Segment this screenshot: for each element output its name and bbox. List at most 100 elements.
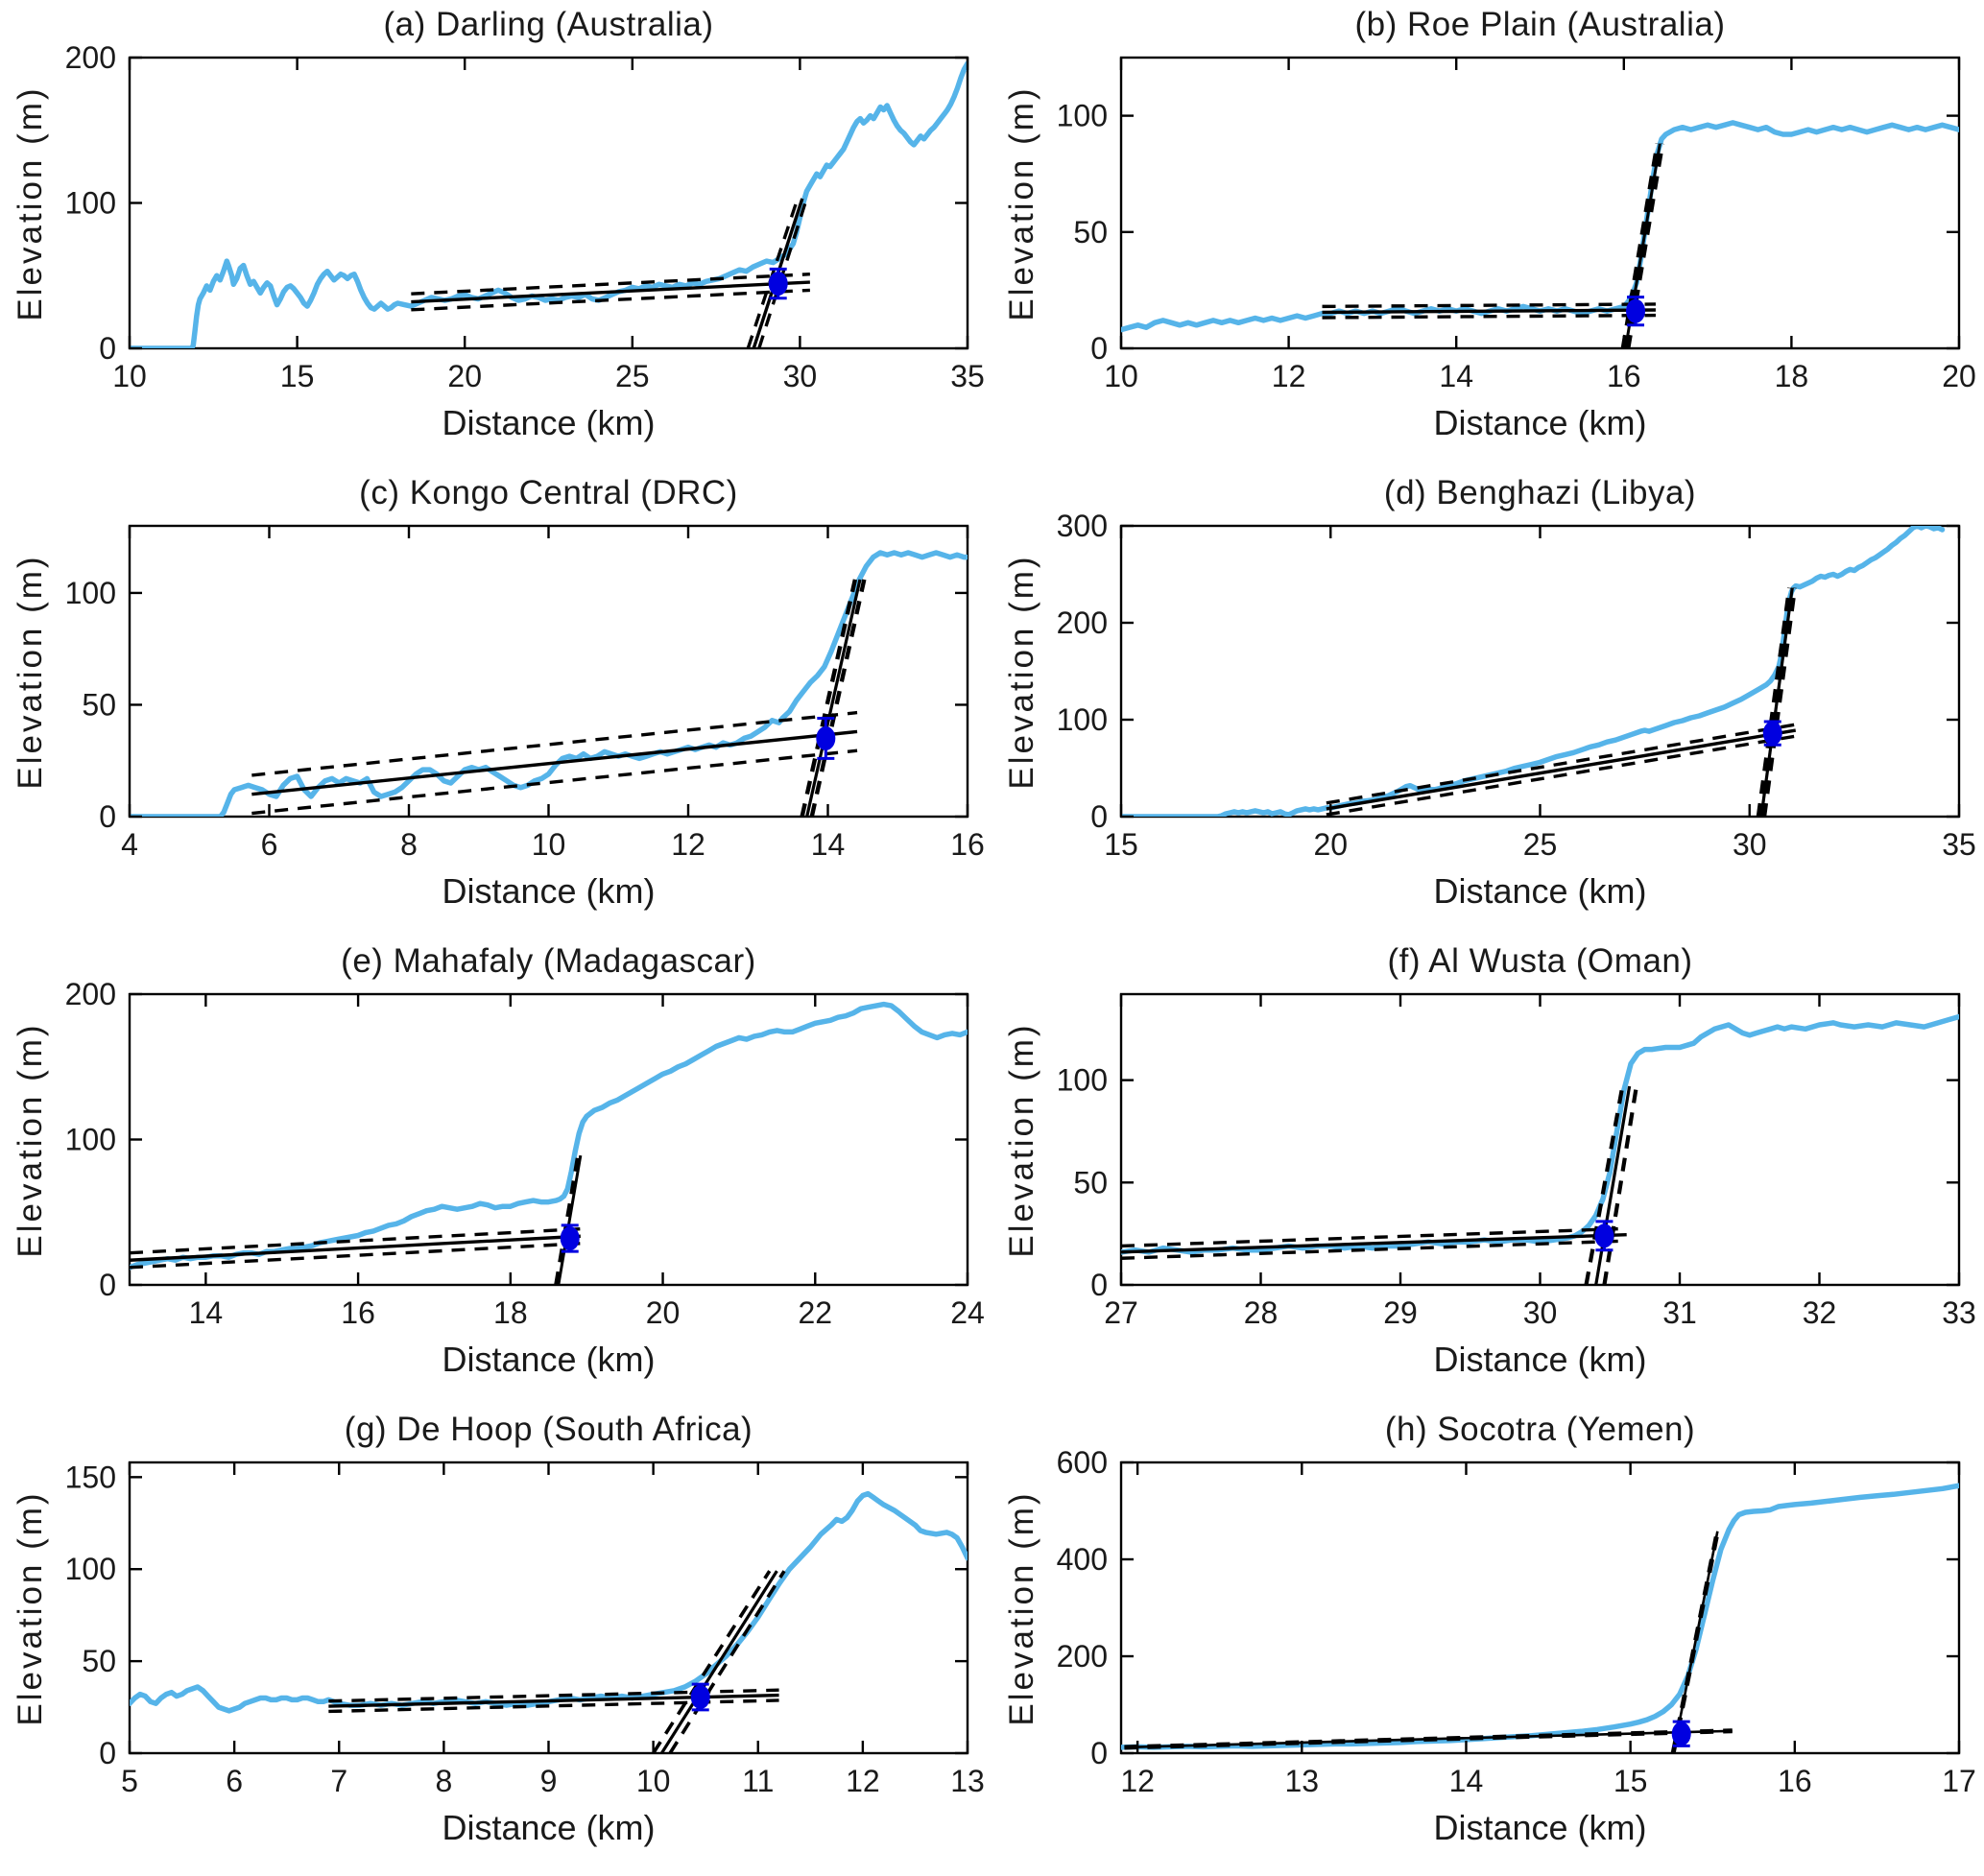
y-tick-label: 600 <box>1057 1447 1108 1480</box>
regression-line <box>660 1570 778 1753</box>
plot-area: 27 28 29 30 31 32 33 0 50 100 <box>1057 992 1976 1330</box>
panel-a: (a) Darling (Australia) Elevation (m) 10… <box>0 0 992 468</box>
elevation-profile-line <box>130 60 968 348</box>
panel-b: (b) Roe Plain (Australia) Elevation (m) … <box>992 0 1984 468</box>
confidence-line <box>800 579 858 817</box>
elevation-profile-line <box>130 1001 968 1270</box>
y-tick-label: 200 <box>1057 606 1108 640</box>
y-tick-label: 100 <box>65 576 116 610</box>
confidence-line <box>251 748 858 816</box>
x-tick-label: 31 <box>1662 1295 1697 1330</box>
confidence-line <box>1121 1239 1627 1260</box>
x-tick-label: 22 <box>798 1295 832 1330</box>
y-tick-label: 50 <box>1073 215 1108 249</box>
y-tick-label: 400 <box>1057 1542 1108 1577</box>
breakpoint-marker <box>560 1226 580 1251</box>
x-tick-label: 20 <box>646 1295 681 1330</box>
breakpoint-marker <box>1626 298 1646 323</box>
confidence-line <box>652 1570 772 1753</box>
axes-box <box>128 992 969 1287</box>
confidence-line <box>411 273 810 296</box>
elevation-profile-line <box>130 550 968 817</box>
confidence-line <box>1124 1728 1733 1750</box>
panel-d: (d) Benghazi (Libya) Elevation (m) 15 20 2… <box>992 468 1984 937</box>
axes-box <box>128 56 969 350</box>
elevation-profile-line <box>1121 120 1959 333</box>
y-tick-label: 0 <box>99 1736 116 1770</box>
x-tick-label: 10 <box>112 359 147 393</box>
y-tick-label: 50 <box>82 1644 116 1678</box>
confidence-line <box>1584 1085 1625 1285</box>
confidence-line <box>809 579 867 817</box>
y-tick-label: 0 <box>1090 331 1108 366</box>
plot-area: 10 15 20 25 30 35 0 100 200 <box>65 42 985 393</box>
plot-area: 10 12 14 16 18 20 0 50 100 <box>1057 56 1976 393</box>
confidence-line <box>251 710 858 777</box>
x-tick-label: 8 <box>400 827 418 862</box>
panel-title: (g) De Hoop (South Africa) <box>344 1411 753 1448</box>
x-tick-label: 18 <box>493 1295 528 1330</box>
confidence-line <box>1322 313 1656 320</box>
x-tick-label: 14 <box>189 1295 224 1330</box>
x-tick-label: 15 <box>1613 1764 1648 1798</box>
y-tick-label: 150 <box>65 1460 116 1494</box>
plot-area: 14 16 18 20 22 24 0 100 200 <box>65 979 985 1330</box>
x-axis-label: Distance (km) <box>442 871 656 911</box>
x-axis-label: Distance (km) <box>442 403 656 442</box>
confidence-line <box>411 288 810 312</box>
panel-h: (h) Socotra (Yemen) Elevation (m) 12 13 14… <box>992 1405 1984 1873</box>
x-axis-label: Distance (km) <box>1433 1340 1647 1379</box>
x-tick-label: 14 <box>811 827 846 862</box>
y-tick-label: 0 <box>99 1268 116 1302</box>
y-tick-label: 100 <box>1057 702 1108 737</box>
x-tick-label: 12 <box>1120 1764 1155 1798</box>
x-tick-label: 30 <box>783 359 818 393</box>
x-tick-label: 6 <box>261 827 278 862</box>
x-tick-label: 29 <box>1383 1295 1418 1330</box>
x-tick-label: 13 <box>950 1764 985 1798</box>
panel-title: (a) Darling (Australia) <box>383 6 714 43</box>
regression-line <box>130 1234 581 1262</box>
x-tick-label: 4 <box>121 827 138 862</box>
x-tick-label: 12 <box>846 1764 880 1798</box>
regression-line <box>1759 587 1794 817</box>
y-tick-label: 100 <box>1057 1063 1108 1098</box>
elevation-profile-line <box>1121 526 1946 817</box>
x-tick-label: 16 <box>1778 1764 1812 1798</box>
x-axis-label: Distance (km) <box>1433 871 1647 911</box>
axes-box <box>128 1460 969 1755</box>
panel-title: (f) Al Wusta (Oman) <box>1387 942 1693 980</box>
y-tick-label: 0 <box>1090 1736 1108 1770</box>
x-tick-label: 14 <box>1449 1764 1484 1798</box>
confidence-line <box>1756 587 1792 817</box>
confidence-line <box>554 1154 581 1285</box>
x-tick-label: 15 <box>280 359 315 393</box>
x-tick-label: 32 <box>1803 1295 1837 1330</box>
x-tick-label: 10 <box>532 827 566 862</box>
x-tick-label: 6 <box>226 1764 243 1798</box>
confidence-line <box>1670 1531 1720 1753</box>
confidence-line <box>1761 587 1798 817</box>
x-tick-label: 16 <box>950 827 985 862</box>
panel-f: (f) Al Wusta (Oman) Elevation (m) 27 28 29… <box>992 937 1984 1405</box>
y-tick-label: 200 <box>1057 1639 1108 1674</box>
x-tick-label: 30 <box>1733 827 1767 862</box>
plot-area: 4 6 8 10 12 14 16 0 50 100 <box>65 524 985 862</box>
plot-area: 12 13 14 15 16 17 0 200 400 600 <box>1057 1447 1976 1798</box>
elevation-profile-line <box>1121 1483 1959 1750</box>
y-tick-label: 100 <box>1057 99 1108 133</box>
breakpoint-marker <box>816 725 836 750</box>
x-axis-label: Distance (km) <box>1433 1808 1647 1847</box>
x-tick-label: 10 <box>636 1764 671 1798</box>
x-tick-label: 25 <box>1523 827 1558 862</box>
breakpoint-marker <box>1671 1722 1691 1746</box>
breakpoint-marker <box>768 272 788 297</box>
x-tick-label: 13 <box>1284 1764 1319 1798</box>
confidence-line <box>1121 1226 1627 1248</box>
x-axis-label: Distance (km) <box>442 1340 656 1379</box>
confidence-line <box>746 198 800 348</box>
y-tick-label: 0 <box>99 331 116 366</box>
x-tick-label: 9 <box>540 1764 558 1798</box>
